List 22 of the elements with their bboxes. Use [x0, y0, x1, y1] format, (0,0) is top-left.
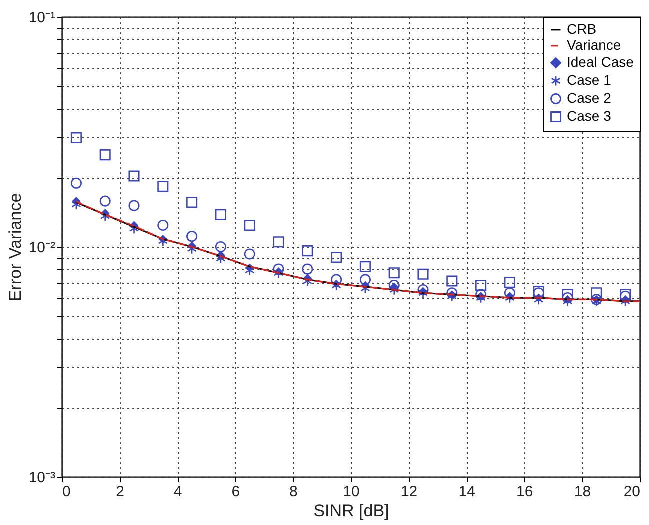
x-tick-label: 8 — [290, 484, 298, 500]
legend-label: Case 3 — [567, 108, 612, 124]
x-tick-label: 6 — [232, 484, 240, 500]
x-tick-label: 18 — [574, 484, 592, 500]
x-tick-label: 16 — [516, 484, 534, 500]
x-tick-label: 4 — [174, 484, 182, 500]
legend-label: Ideal Case — [567, 54, 634, 70]
x-tick-label: 12 — [400, 484, 418, 500]
x-tick-label: 14 — [458, 484, 476, 500]
y-tick-label: 10⁻² — [28, 240, 56, 256]
y-tick-label: 10⁻¹ — [28, 10, 56, 26]
x-tick-label: 20 — [624, 484, 640, 500]
x-tick-label: 2 — [116, 484, 124, 500]
legend-label: CRB — [567, 21, 597, 37]
legend-label: Case 2 — [567, 90, 612, 106]
y-tick-label: 10⁻³ — [28, 470, 56, 486]
legend-label: Case 1 — [567, 72, 612, 88]
legend-label: Variance — [567, 37, 622, 53]
x-tick-label: 10 — [343, 484, 360, 500]
x-axis-title: SINR [dB] — [314, 502, 390, 520]
x-tick-label: 0 — [62, 484, 71, 500]
y-axis-title: Error Variance — [6, 193, 25, 302]
